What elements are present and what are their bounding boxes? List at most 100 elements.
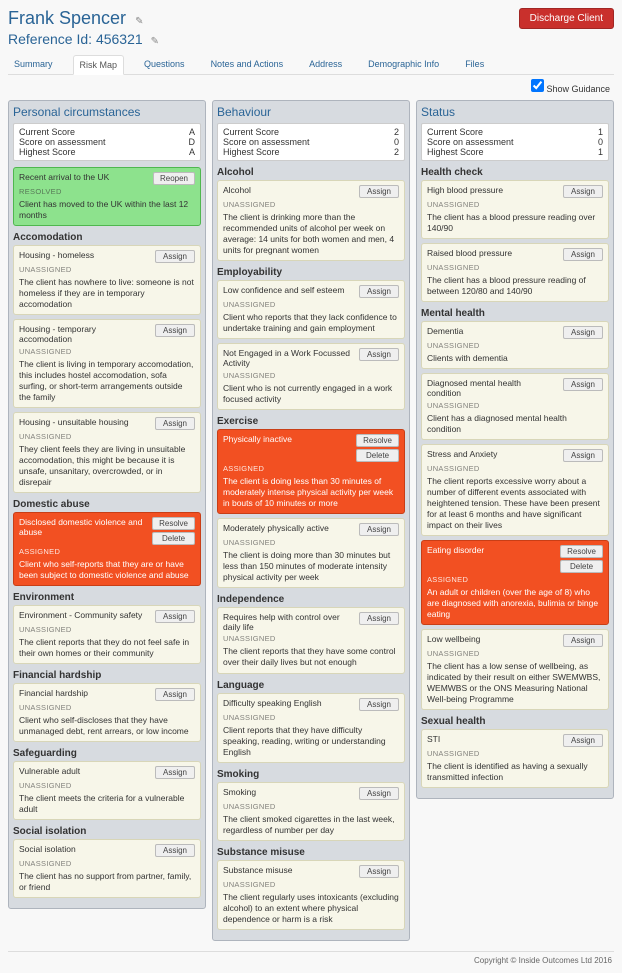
card-description: The client reports that they have some c…	[223, 646, 399, 668]
card-status: UNASSIGNED	[19, 432, 195, 441]
card-status: UNASSIGNED	[223, 713, 399, 722]
guidance-checkbox[interactable]	[531, 79, 544, 92]
assign-button[interactable]: Assign	[563, 185, 603, 198]
card-description: Client has moved to the UK within the la…	[19, 199, 195, 221]
assign-button[interactable]: Assign	[155, 250, 195, 263]
risk-card: Recent arrival to the UKReopenRESOLVEDCl…	[13, 167, 201, 226]
card-title: Social isolation	[19, 844, 149, 854]
tab-notes-and-actions[interactable]: Notes and Actions	[205, 55, 290, 74]
assign-button[interactable]: Assign	[155, 844, 195, 857]
tab-bar: Summary Risk Map Questions Notes and Action…	[8, 55, 614, 75]
assign-button[interactable]: Assign	[563, 378, 603, 391]
reopen-button[interactable]: Reopen	[153, 172, 195, 185]
category-title: Exercise	[217, 416, 405, 427]
tab-address[interactable]: Address	[303, 55, 348, 74]
tab-files[interactable]: Files	[459, 55, 490, 74]
resolve-button[interactable]: Resolve	[152, 517, 195, 530]
assign-button[interactable]: Assign	[359, 348, 399, 361]
card-title: Alcohol	[223, 185, 353, 195]
card-status: UNASSIGNED	[427, 649, 603, 658]
card-status: UNASSIGNED	[427, 464, 603, 473]
card-description: Client who is not currently engaged in a…	[223, 383, 399, 405]
card-description: The client has nowhere to live: someone …	[19, 277, 195, 310]
category-title: Alcohol	[217, 167, 405, 178]
delete-button[interactable]: Delete	[560, 560, 603, 573]
card-description: The client regularly uses intoxicants (e…	[223, 892, 399, 925]
assign-button[interactable]: Assign	[563, 634, 603, 647]
category-title: Smoking	[217, 769, 405, 780]
tab-demographic-info[interactable]: Demographic Info	[362, 55, 445, 74]
card-status: UNASSIGNED	[427, 341, 603, 350]
assign-button[interactable]: Assign	[359, 698, 399, 711]
card-title: Difficulty speaking English	[223, 698, 353, 708]
card-description: The client smoked cigarettes in the last…	[223, 814, 399, 836]
delete-button[interactable]: Delete	[152, 532, 195, 545]
assign-button[interactable]: Assign	[359, 612, 399, 625]
client-name: Frank Spencer ✎	[8, 8, 143, 29]
assign-button[interactable]: Assign	[155, 688, 195, 701]
card-status: UNASSIGNED	[427, 263, 603, 272]
risk-card: Financial hardshipAssignUNASSIGNEDClient…	[13, 683, 201, 742]
assign-button[interactable]: Assign	[359, 865, 399, 878]
assign-button[interactable]: Assign	[359, 523, 399, 536]
category-title: Environment	[13, 592, 201, 603]
category-title: Financial hardship	[13, 670, 201, 681]
card-description: The client is identified as having a sex…	[427, 761, 603, 783]
card-status: UNASSIGNED	[427, 749, 603, 758]
card-description: The client has a blood pressure reading …	[427, 212, 603, 234]
assign-button[interactable]: Assign	[563, 326, 603, 339]
card-description: The client is living in temporary accomo…	[19, 359, 195, 403]
card-title: Disclosed domestic violence and abuse	[19, 517, 146, 537]
assign-button[interactable]: Assign	[155, 766, 195, 779]
score-box: Current ScoreAScore on assessmentDHighes…	[13, 123, 201, 161]
category-title: Substance misuse	[217, 847, 405, 858]
card-description: Client who self-reports that they are or…	[19, 559, 195, 581]
card-title: Low wellbeing	[427, 634, 557, 644]
assign-button[interactable]: Assign	[563, 248, 603, 261]
card-status: UNASSIGNED	[19, 703, 195, 712]
risk-card: STIAssignUNASSIGNEDThe client is identif…	[421, 729, 609, 788]
card-title: High blood pressure	[427, 185, 557, 195]
tab-questions[interactable]: Questions	[138, 55, 191, 74]
card-title: Housing - homeless	[19, 250, 149, 260]
card-description: The client has no support from partner, …	[19, 871, 195, 893]
card-title: Not Engaged in a Work Focussed Activity	[223, 348, 353, 368]
tab-summary[interactable]: Summary	[8, 55, 59, 74]
card-title: Low confidence and self esteem	[223, 285, 353, 295]
card-description: The client meets the criteria for a vuln…	[19, 793, 195, 815]
assign-button[interactable]: Assign	[359, 185, 399, 198]
assign-button[interactable]: Assign	[155, 610, 195, 623]
risk-card: Stress and AnxietyAssignUNASSIGNEDThe cl…	[421, 444, 609, 536]
assign-button[interactable]: Assign	[359, 285, 399, 298]
delete-button[interactable]: Delete	[356, 449, 399, 462]
category-title: Sexual health	[421, 716, 609, 727]
edit-icon[interactable]: ✎	[135, 16, 143, 27]
card-status: UNASSIGNED	[19, 859, 195, 868]
card-description: The client reports that they do not feel…	[19, 637, 195, 659]
columns: Personal circumstancesCurrent ScoreAScor…	[8, 100, 614, 941]
assign-button[interactable]: Assign	[563, 734, 603, 747]
risk-card: Substance misuseAssignUNASSIGNEDThe clie…	[217, 860, 405, 930]
assign-button[interactable]: Assign	[563, 449, 603, 462]
category-title: Accomodation	[13, 232, 201, 243]
category-title: Independence	[217, 594, 405, 605]
card-title: Financial hardship	[19, 688, 149, 698]
assign-button[interactable]: Assign	[155, 417, 195, 430]
card-title: Housing - temporary accomodation	[19, 324, 149, 344]
card-status: UNASSIGNED	[427, 200, 603, 209]
discharge-button[interactable]: Discharge Client	[519, 8, 614, 29]
risk-card: Raised blood pressureAssignUNASSIGNEDThe…	[421, 243, 609, 302]
card-status: UNASSIGNED	[223, 300, 399, 309]
resolve-button[interactable]: Resolve	[356, 434, 399, 447]
edit-icon[interactable]: ✎	[151, 36, 159, 47]
card-status: ASSIGNED	[223, 464, 399, 473]
card-description: An adult or children (over the age of 8)…	[427, 587, 603, 620]
assign-button[interactable]: Assign	[155, 324, 195, 337]
card-status: ASSIGNED	[19, 547, 195, 556]
resolve-button[interactable]: Resolve	[560, 545, 603, 558]
card-description: The client has a blood pressure reading …	[427, 275, 603, 297]
assign-button[interactable]: Assign	[359, 787, 399, 800]
tab-risk-map[interactable]: Risk Map	[73, 55, 125, 75]
risk-card: Moderately physically activeAssignUNASSI…	[217, 518, 405, 588]
card-title: Physically inactive	[223, 434, 350, 444]
